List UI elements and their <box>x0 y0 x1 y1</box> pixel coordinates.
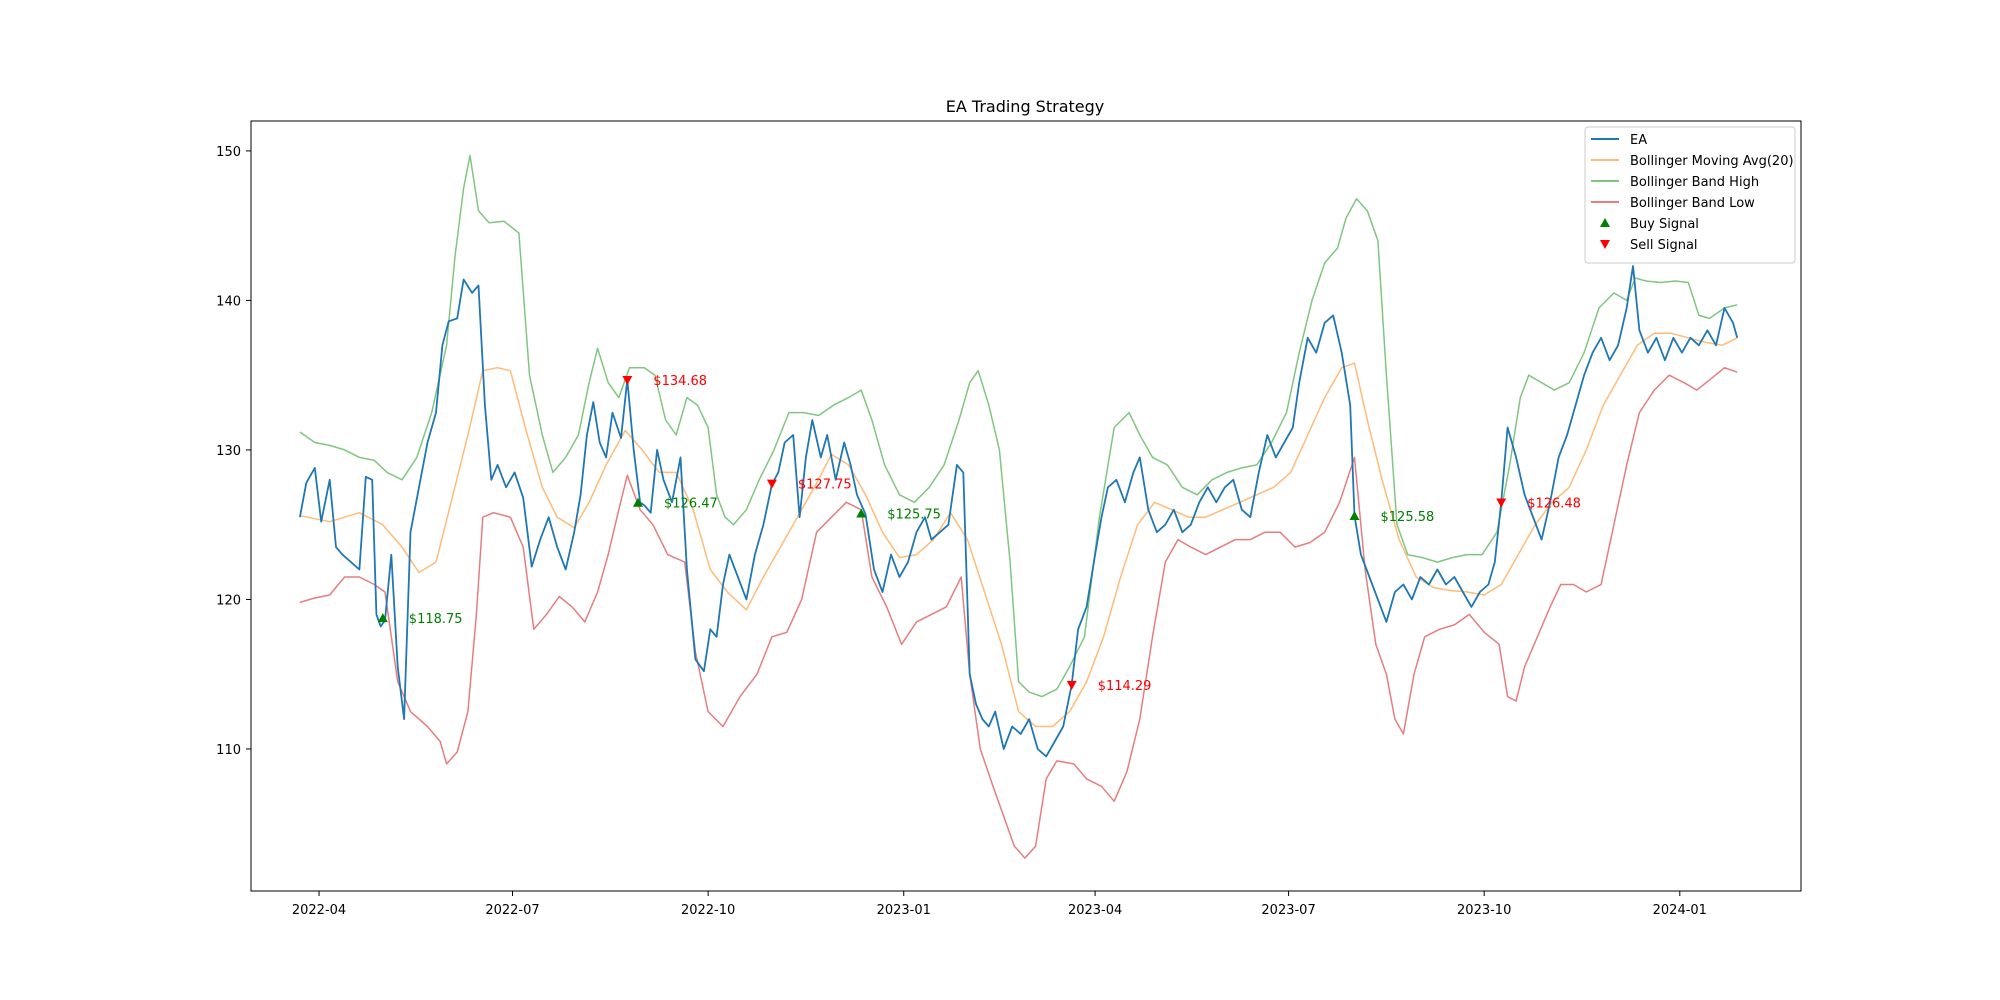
series-line-2 <box>299 154 1738 698</box>
sell-signal-label-0: $134.68 <box>653 374 707 389</box>
legend-label-2: Bollinger Band High <box>1630 175 1759 190</box>
buy-signal-marker-1 <box>632 497 643 507</box>
legend-box <box>1584 126 1796 264</box>
x-tick-label-1: 2022-07 <box>485 903 539 918</box>
x-tick-label-2: 2022-10 <box>681 903 735 918</box>
x-tick-label-4: 2023-04 <box>1068 903 1122 918</box>
buy-signal-marker-0 <box>377 613 388 623</box>
x-tick-label-6: 2023-10 <box>1457 903 1511 918</box>
sell-signal-marker-1 <box>766 479 777 489</box>
signals-layer: $118.75 $126.47 $125.75 $125.58 $134.68 $127.… <box>377 374 1581 694</box>
sell-signal-marker-0 <box>622 375 633 385</box>
x-tick-label-3: 2023-01 <box>877 903 931 918</box>
x-tick-label-7: 2024-01 <box>1653 903 1707 918</box>
buy-signal-marker-3 <box>1349 511 1360 521</box>
series-line-0 <box>299 265 1739 758</box>
buy-signal-marker-2 <box>856 508 867 518</box>
y-tick-label-4: 150 <box>216 145 241 160</box>
legend: EA Bollinger Moving Avg(20) Bollinger Band… <box>1584 126 1796 264</box>
series-line-3 <box>299 366 1738 859</box>
y-tick-label-0: 110 <box>216 743 241 758</box>
sell-signal-marker-2 <box>1066 680 1077 690</box>
legend-label-3: Bollinger Band Low <box>1630 196 1755 211</box>
price-layer <box>299 265 1739 758</box>
y-tick-label-1: 120 <box>216 593 241 608</box>
buy-signal-label-1: $126.47 <box>664 497 718 512</box>
sell-signal-marker-3 <box>1496 498 1507 508</box>
sell-signal-label-1: $127.75 <box>798 478 852 493</box>
x-tick-label-0: 2022-04 <box>292 903 346 918</box>
x-tick-label-5: 2023-07 <box>1261 903 1315 918</box>
legend-label-0: EA <box>1630 133 1647 148</box>
plot-frame <box>250 120 1802 892</box>
buy-signal-label-3: $125.58 <box>1381 510 1435 525</box>
buy-signal-label-2: $125.75 <box>887 508 941 523</box>
legend-swatch-5 <box>1600 240 1610 249</box>
legend-swatch-4 <box>1600 218 1610 227</box>
sell-signal-label-2: $114.29 <box>1098 679 1152 694</box>
series-line-1 <box>299 332 1738 728</box>
y-axis: 110 120 130 140 150 <box>216 145 251 758</box>
legend-label-5: Sell Signal <box>1630 238 1698 253</box>
legend-label-4: Buy Signal <box>1630 217 1699 232</box>
legend-label-1: Bollinger Moving Avg(20) <box>1630 154 1794 169</box>
bollinger-bands-layer <box>299 154 1738 859</box>
y-tick-label-3: 140 <box>216 294 241 309</box>
x-axis: 2022-04 2022-07 2022-10 2023-01 2023-04 2023-… <box>292 891 1707 918</box>
y-tick-label-2: 130 <box>216 444 241 459</box>
sell-signal-label-3: $126.48 <box>1527 497 1581 512</box>
buy-signal-label-0: $118.75 <box>409 612 463 627</box>
chart-title: EA Trading Strategy <box>946 97 1104 116</box>
